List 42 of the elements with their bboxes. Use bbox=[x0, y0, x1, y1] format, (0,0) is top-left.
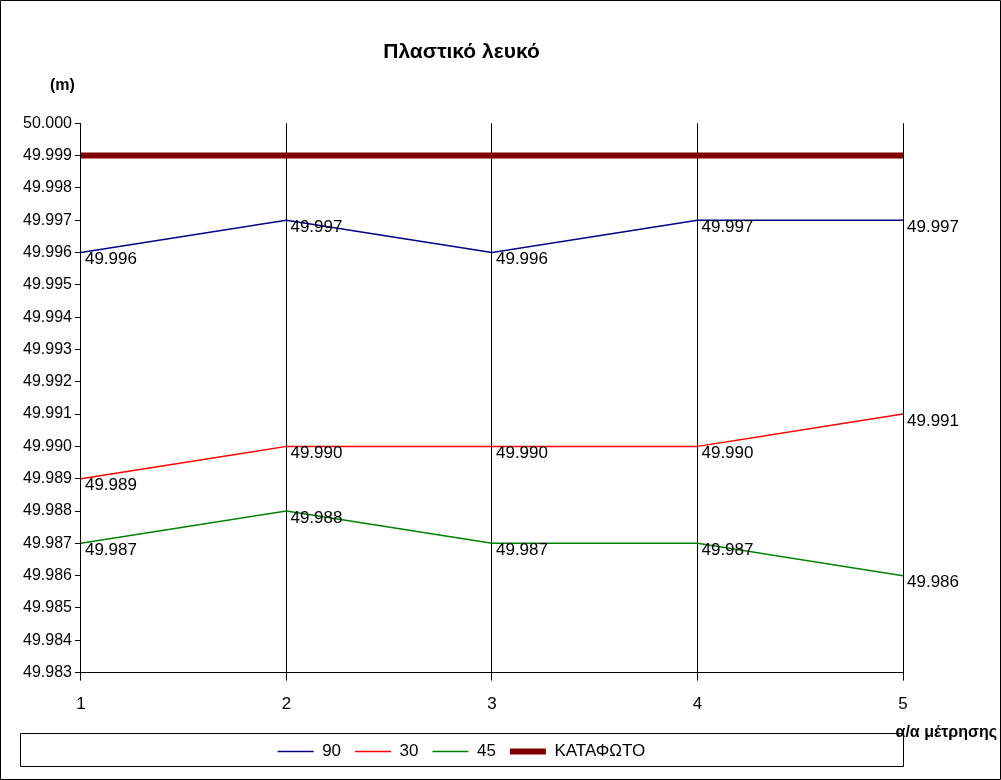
data-label: 49.987 bbox=[495, 540, 548, 560]
data-label: 49.991 bbox=[907, 410, 959, 430]
y-tick-label: 49.993 bbox=[23, 339, 73, 357]
x-axis-title: α/α μέτρησης bbox=[895, 723, 997, 742]
data-label: 49.997 bbox=[701, 216, 754, 236]
x-tick-label: 1 bbox=[76, 694, 86, 714]
y-tick-label: 49.991 bbox=[23, 404, 73, 422]
legend-label: 45 bbox=[476, 741, 496, 761]
y-tick-label: 49.992 bbox=[23, 372, 73, 390]
data-label: 49.996 bbox=[495, 249, 548, 269]
x-tick-label: 5 bbox=[898, 694, 908, 714]
y-tick-label: 49.988 bbox=[23, 501, 73, 519]
y-tick-label: 49.989 bbox=[23, 469, 73, 487]
data-label: 49.990 bbox=[290, 443, 343, 463]
legend-label: ΚΑΤΑΦΩΤΟ bbox=[554, 741, 646, 761]
data-label: 49.990 bbox=[701, 443, 754, 463]
y-tick-label: 49.985 bbox=[23, 598, 73, 616]
x-tick-label: 4 bbox=[692, 694, 703, 714]
y-tick-label: 49.983 bbox=[23, 663, 73, 681]
y-tick-label: 49.999 bbox=[23, 145, 73, 163]
y-tick-label: 49.986 bbox=[23, 566, 73, 584]
y-tick-label: 49.994 bbox=[23, 307, 73, 325]
data-label: 49.989 bbox=[84, 475, 137, 495]
chart-title: Πλαστικό λευκό bbox=[383, 39, 540, 63]
y-tick-label: 49.997 bbox=[23, 210, 73, 228]
x-tick-label: 2 bbox=[281, 694, 292, 714]
data-label: 49.987 bbox=[84, 540, 137, 560]
legend-label: 30 bbox=[399, 741, 419, 761]
data-label: 49.986 bbox=[907, 572, 959, 592]
data-label: 49.990 bbox=[495, 443, 548, 463]
data-label: 49.996 bbox=[84, 249, 137, 269]
y-tick-label: 49.995 bbox=[23, 275, 73, 293]
y-tick-label: 49.987 bbox=[23, 533, 73, 551]
y-tick-label: 49.984 bbox=[23, 630, 73, 648]
y-tick-label: 50.000 bbox=[23, 113, 73, 131]
data-label: 49.997 bbox=[907, 216, 959, 236]
x-tick-label: 3 bbox=[487, 694, 497, 714]
y-tick-label: 49.990 bbox=[23, 436, 73, 454]
y-tick-label: 49.998 bbox=[23, 178, 73, 196]
legend-label: 90 bbox=[322, 741, 342, 761]
y-axis-title: (m) bbox=[50, 75, 75, 93]
y-tick-label: 49.996 bbox=[23, 242, 73, 260]
